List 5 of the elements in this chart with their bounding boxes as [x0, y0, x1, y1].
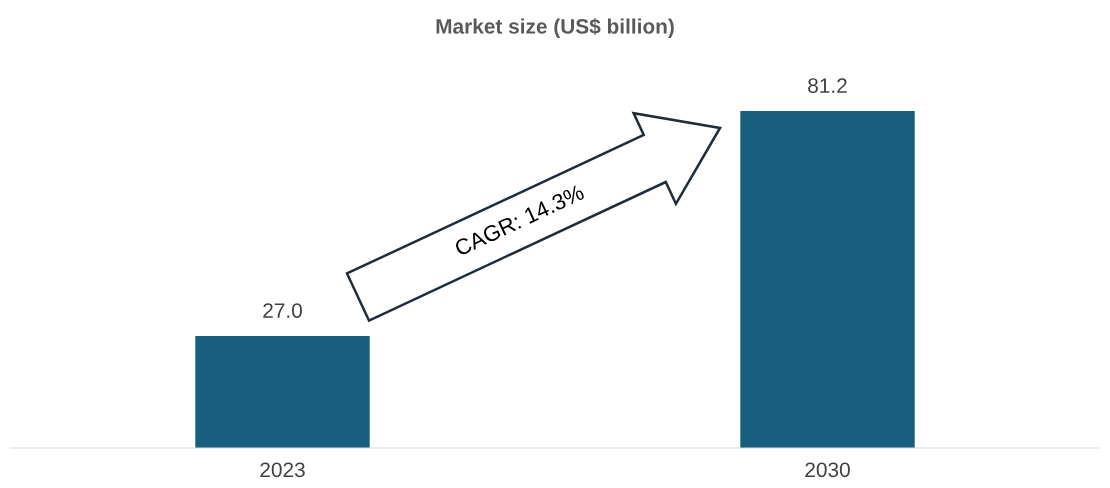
x-tick-label: 2023	[260, 462, 305, 478]
data-label: 27.0	[263, 303, 302, 318]
chart-title: Market size (US$ billion)	[436, 18, 674, 38]
x-tick-label: 2030	[805, 462, 850, 478]
data-label: 81.2	[808, 78, 847, 93]
